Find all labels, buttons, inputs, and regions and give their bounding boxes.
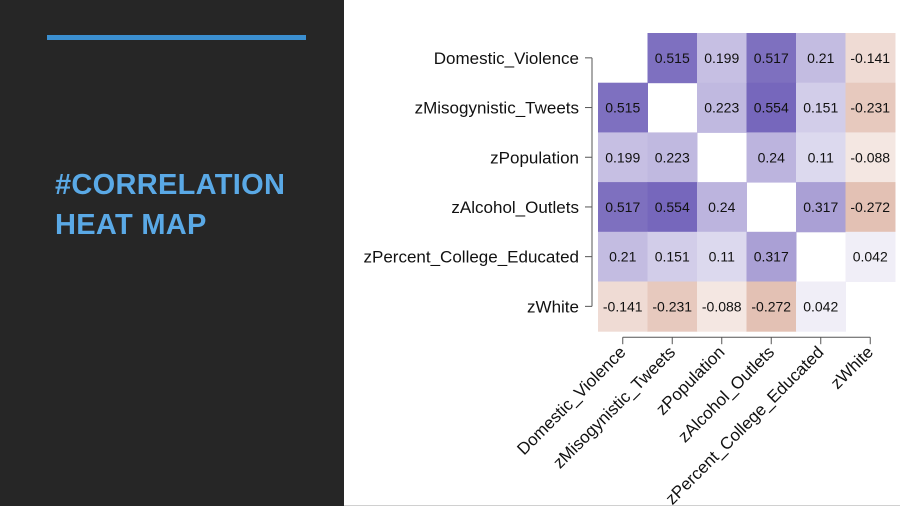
heatmap-cell bbox=[598, 182, 648, 233]
y-axis-label: zAlcohol_Outlets bbox=[451, 198, 579, 217]
heatmap-cell-value: 0.517 bbox=[754, 50, 789, 66]
heatmap-cell-value: -0.231 bbox=[652, 298, 692, 314]
heatmap-cell bbox=[845, 33, 896, 84]
slide-title: #CORRELATION HEAT MAP bbox=[55, 165, 335, 245]
y-axis-label: zWhite bbox=[527, 297, 579, 316]
heatmap-cell bbox=[697, 231, 747, 282]
heatmap-cell-value: 0.515 bbox=[655, 50, 690, 66]
heatmap-cell bbox=[697, 182, 747, 233]
heatmap-cell-value: 0.199 bbox=[704, 50, 739, 66]
heatmap-cell-value: 0.223 bbox=[704, 100, 739, 116]
heatmap-cell-value: 0.21 bbox=[609, 249, 636, 265]
heatmap-cell-value: 0.11 bbox=[808, 149, 834, 165]
heatmap-cell-value: 0.517 bbox=[605, 199, 640, 215]
heatmap-cell-value: -0.141 bbox=[850, 50, 890, 66]
heatmap-cell-value: 0.11 bbox=[709, 249, 735, 265]
heatmap-cell bbox=[647, 182, 698, 233]
heatmap-cell bbox=[746, 231, 797, 282]
heatmap-cell bbox=[746, 82, 797, 133]
accent-bar bbox=[47, 35, 306, 40]
heatmap-cell bbox=[746, 281, 797, 332]
heatmap-cell bbox=[598, 82, 648, 133]
heatmap-cell bbox=[845, 231, 896, 282]
heatmap-cell bbox=[845, 182, 896, 233]
heatmap-cell-value: 0.554 bbox=[754, 100, 789, 116]
slide-title-line-2: HEAT MAP bbox=[55, 209, 207, 241]
heatmap-cell-value: -0.088 bbox=[702, 298, 742, 314]
y-axis-label: zPercent_College_Educated bbox=[364, 248, 579, 267]
heatmap-cell bbox=[647, 132, 698, 183]
x-axis-label: zWhite bbox=[827, 343, 877, 393]
heatmap-cell bbox=[697, 281, 747, 332]
heatmap-cell bbox=[647, 281, 698, 332]
heatmap-cell bbox=[647, 33, 698, 84]
heatmap-cell bbox=[746, 132, 797, 183]
heatmap-cell bbox=[796, 132, 846, 183]
y-axis-label: Domestic_Violence bbox=[434, 49, 579, 68]
heatmap-cell-value: -0.231 bbox=[850, 100, 890, 116]
heatmap-cell-value: 0.223 bbox=[655, 149, 690, 165]
heatmap-cell-value: -0.141 bbox=[603, 298, 643, 314]
heatmap-cell-value: 0.317 bbox=[754, 249, 789, 265]
heatmap-cell-value: -0.088 bbox=[850, 149, 890, 165]
heatmap-cell bbox=[647, 231, 698, 282]
y-axis-label: zMisogynistic_Tweets bbox=[415, 99, 579, 118]
correlation-heatmap: 0.515 0.199 0.517 0.21 -0.141 0.515 0.223 0.554… bbox=[364, 33, 896, 506]
heatmap-cell bbox=[796, 33, 846, 84]
heatmap-cell bbox=[598, 132, 648, 183]
heatmap-cell-value: 0.042 bbox=[853, 249, 888, 265]
heatmap-cell bbox=[845, 132, 896, 183]
heatmap-cell bbox=[796, 182, 846, 233]
heatmap-cell-value: 0.21 bbox=[807, 50, 834, 66]
heatmap-cell-value: 0.199 bbox=[605, 149, 640, 165]
heatmap-cell bbox=[697, 33, 747, 84]
heatmap-cell-value: 0.151 bbox=[655, 249, 690, 265]
heatmap-cell-value: 0.042 bbox=[803, 298, 838, 314]
heatmap-cell bbox=[598, 231, 648, 282]
slide-title-line-1: #CORRELATION bbox=[55, 169, 286, 201]
heatmap-cell bbox=[697, 82, 747, 133]
heatmap-cell-value: 0.151 bbox=[803, 100, 838, 116]
heatmap-cell-value: 0.24 bbox=[708, 199, 735, 215]
heatmap-cell-value: 0.554 bbox=[655, 199, 690, 215]
heatmap-cell bbox=[746, 33, 797, 84]
heatmap-cell-value: 0.515 bbox=[605, 100, 640, 116]
heatmap-cell-value: 0.317 bbox=[803, 199, 838, 215]
heatmap-cell bbox=[796, 82, 846, 133]
heatmap-cell-value: -0.272 bbox=[850, 199, 890, 215]
heatmap-cell-value: 0.24 bbox=[758, 149, 785, 165]
heatmap-cell-value: -0.272 bbox=[751, 298, 791, 314]
heatmap-cell bbox=[598, 281, 648, 332]
title-panel: #CORRELATION HEAT MAP bbox=[0, 0, 344, 506]
chart-area: 0.515 0.199 0.517 0.21 -0.141 0.515 0.223 0.554… bbox=[344, 0, 900, 506]
y-axis-label: zPopulation bbox=[490, 148, 579, 167]
heatmap-cell bbox=[796, 281, 846, 332]
heatmap-cell bbox=[845, 82, 896, 133]
